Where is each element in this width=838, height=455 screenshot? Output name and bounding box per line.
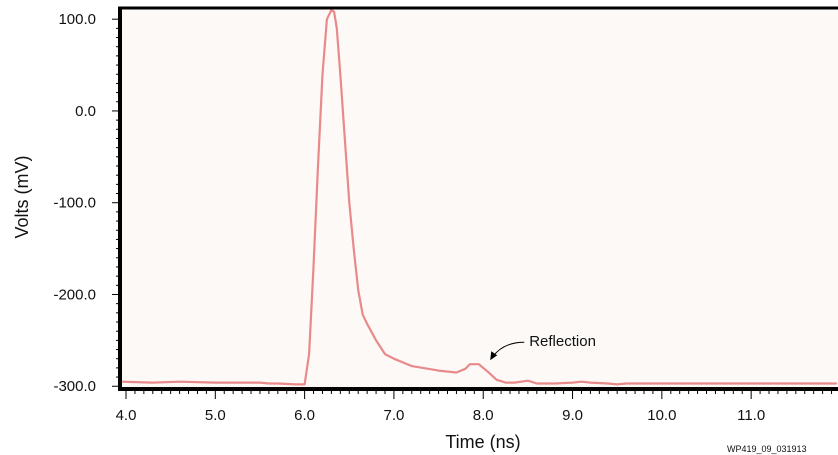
series-line-0 [120, 8, 838, 386]
x-tick-label: 10.0 [647, 407, 676, 424]
x-tick-label: 4.0 [116, 407, 137, 424]
plot-area [122, 10, 838, 388]
x-tick-label: 6.0 [294, 407, 315, 424]
series-group [120, 8, 838, 386]
x-tick-label: 5.0 [205, 407, 226, 424]
figure-code: WP419_09_031913 [727, 444, 807, 454]
y-tick-label: -100.0 [53, 195, 96, 212]
y-axis-ticks: 100.0 0.0 -100.0 -200.0 -300.0 [53, 11, 120, 395]
y-axis-title: Volts (mV) [12, 155, 32, 238]
x-tick-label: 8.0 [473, 407, 494, 424]
annotation-arrowhead [490, 351, 498, 361]
y-tick-label: -200.0 [53, 286, 96, 303]
x-tick-label: 7.0 [383, 407, 404, 424]
x-axis-ticks: 4.0 5.0 6.0 7.0 8.0 9.0 10.0 11.0 [116, 389, 833, 424]
annotations-group: Reflection [490, 333, 596, 361]
x-tick-label: 9.0 [562, 407, 583, 424]
y-tick-label: -300.0 [53, 378, 96, 395]
x-axis-title: Time (ns) [445, 432, 520, 452]
y-tick-label: 100.0 [58, 11, 96, 28]
y-tick-label: 0.0 [75, 103, 96, 120]
annotation-label: Reflection [529, 333, 596, 350]
x-tick-label: 11.0 [737, 407, 765, 424]
